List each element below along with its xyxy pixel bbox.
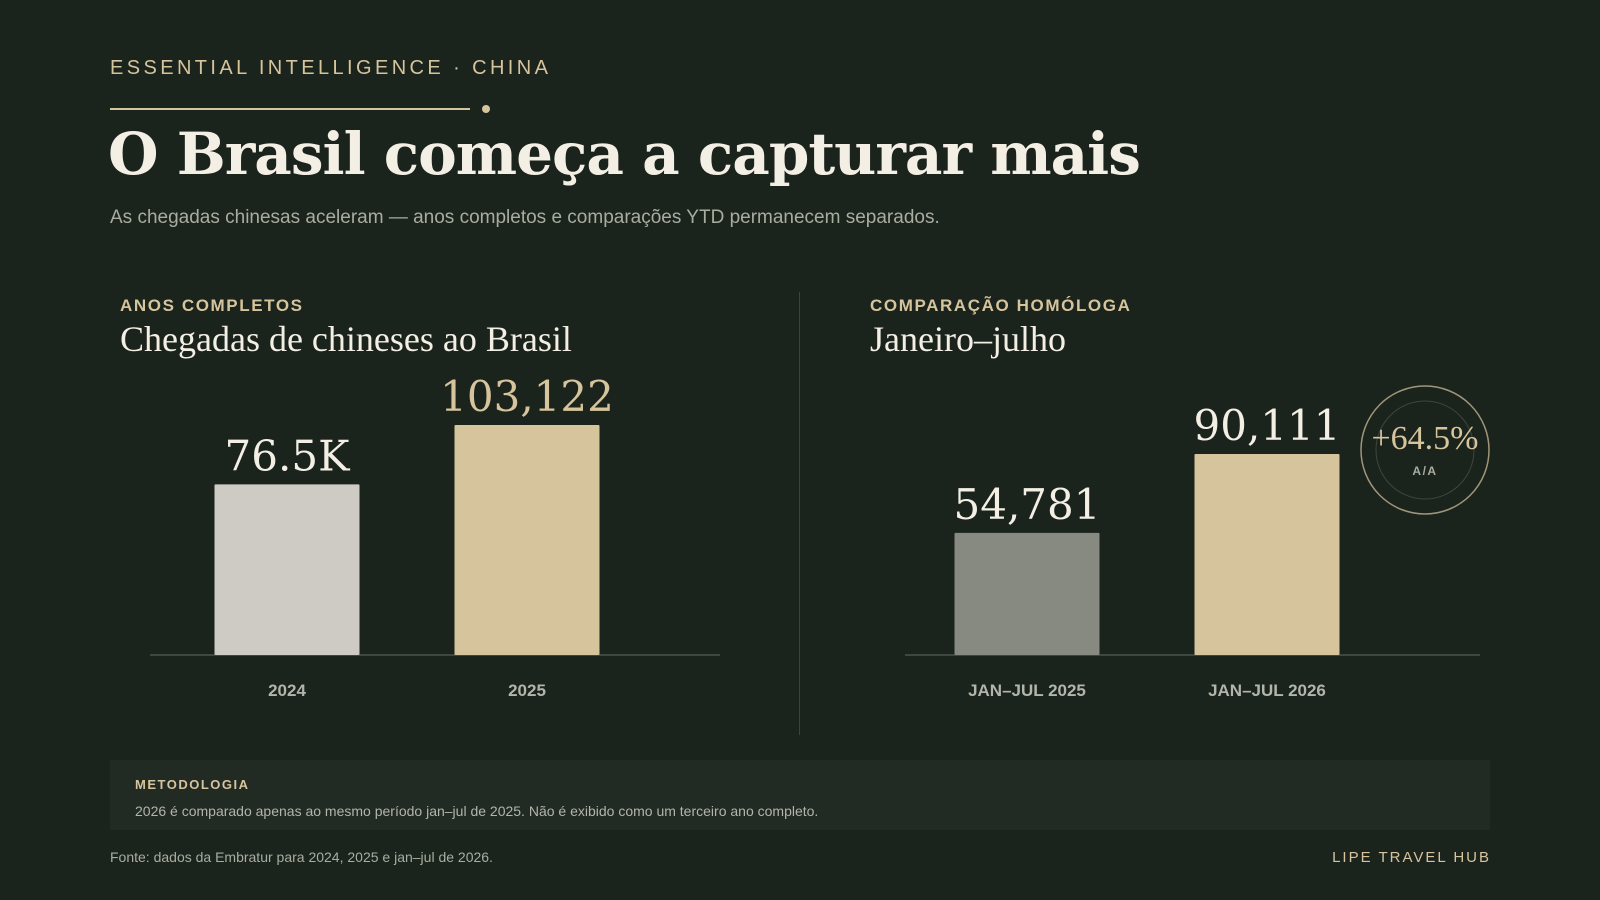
bar	[214, 484, 360, 655]
panel-right-title: Janeiro–julho	[870, 319, 1066, 359]
bar	[1194, 454, 1340, 655]
bar	[454, 425, 600, 655]
page-title: O Brasil começa a capturar mais	[108, 120, 1141, 188]
methodology-box: METODOLOGIA 2026 é comparado apenas ao m…	[110, 760, 1490, 830]
bar-value-label: 103,122	[440, 372, 614, 421]
title-rule	[110, 108, 470, 110]
badge-outer-ring	[1360, 385, 1490, 515]
title-rule-dot	[482, 105, 490, 113]
x-tick-label: JAN–JUL 2025	[968, 681, 1086, 700]
source-note: Fonte: dados da Embratur para 2024, 2025…	[110, 849, 493, 865]
yoy-badge: +64.5% A/A	[1360, 385, 1490, 515]
panel-left-kicker: ANOS COMPLETOS	[120, 296, 304, 315]
bar-value-label: 76.5K	[225, 431, 352, 480]
bar-value-label: 90,111	[1194, 401, 1341, 450]
panel-right-kicker: COMPARAÇÃO HOMÓLOGA	[870, 296, 1132, 315]
badge-inner-ring	[1375, 400, 1475, 500]
x-tick-label: 2024	[268, 681, 306, 700]
bar	[954, 532, 1100, 655]
badge-label: A/A	[1412, 464, 1437, 478]
panel-divider	[799, 292, 800, 735]
methodology-text: 2026 é comparado apenas ao mesmo período…	[135, 803, 819, 819]
brand-name: LIPE TRAVEL HUB	[1332, 849, 1491, 866]
chart-ytd: 54,781 JAN–JUL 2025 90,111 JAN–JUL 2026	[905, 401, 1480, 700]
x-tick-label: 2025	[508, 681, 546, 700]
page-subtitle: As chegadas chinesas aceleram — anos com…	[110, 207, 940, 228]
eyebrow: ESSENTIAL INTELLIGENCE · CHINA	[110, 57, 552, 79]
panel-left-title: Chegadas de chineses ao Brasil	[120, 319, 572, 359]
badge-value: +64.5%	[1372, 420, 1479, 457]
charts-canvas: 76.5K 2024 103,122 2025 54,781 JAN–JUL 2025 9…	[150, 372, 1490, 700]
x-tick-label: JAN–JUL 2026	[1208, 681, 1326, 700]
bar-value-label: 54,781	[954, 480, 1101, 529]
methodology-label: METODOLOGIA	[135, 777, 250, 792]
chart-full-years: 76.5K 2024 103,122 2025	[150, 372, 720, 700]
